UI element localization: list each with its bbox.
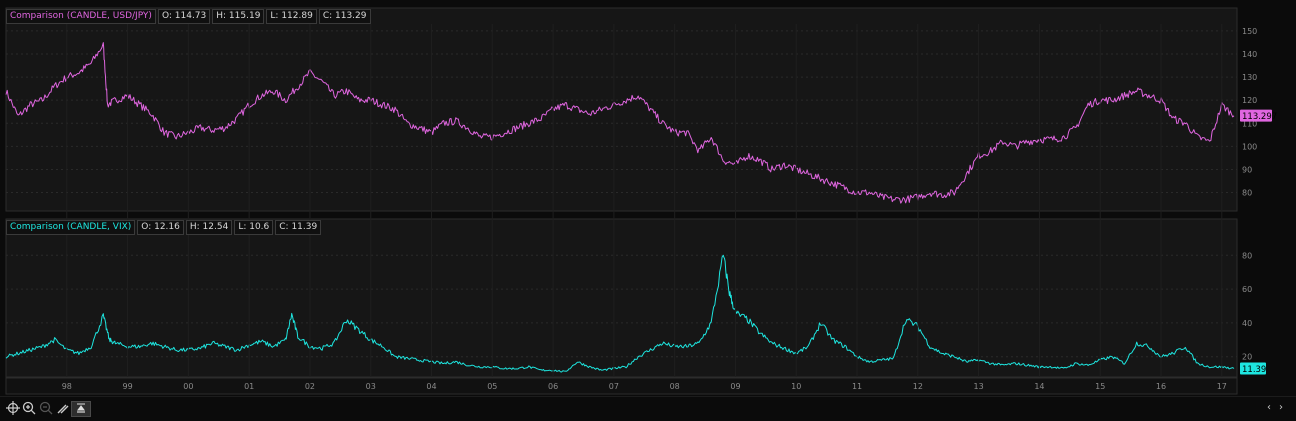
panel-1-background bbox=[5, 218, 1238, 378]
panel-1-y-tick-label: 40 bbox=[1242, 319, 1252, 328]
x-tick-label: 99 bbox=[122, 382, 132, 391]
panel-1-y-tick-label: 80 bbox=[1242, 251, 1252, 260]
x-tick-label: 98 bbox=[62, 382, 72, 391]
panel-0-y-tick-label: 150 bbox=[1242, 27, 1257, 36]
x-tick-label: 04 bbox=[426, 382, 436, 391]
vix-close: C: 11.39 bbox=[275, 219, 322, 235]
vix-low: L: 10.6 bbox=[234, 219, 274, 235]
x-tick-label: 07 bbox=[609, 382, 619, 391]
panel-0-y-tick-label: 110 bbox=[1242, 119, 1257, 128]
panel-1-y-tick-label: 60 bbox=[1242, 285, 1252, 294]
x-tick-label: 16 bbox=[1156, 382, 1166, 391]
x-tick-label: 09 bbox=[730, 382, 740, 391]
chart-canvas[interactable]: 1501401301201101009080113.2978060402011.… bbox=[0, 0, 1296, 396]
scroll-left-button[interactable]: ‹ bbox=[1267, 402, 1271, 413]
x-tick-label: 01 bbox=[244, 382, 254, 391]
panel-1-y-tick-label: 20 bbox=[1242, 353, 1252, 362]
panel-1-last-value-label: 11.39 bbox=[1242, 365, 1266, 375]
panel-0-y-tick-label: 130 bbox=[1242, 73, 1257, 82]
x-tick-label: 10 bbox=[791, 382, 801, 391]
usdjpy-close: C: 113.29 bbox=[318, 8, 371, 24]
panel-0-background bbox=[5, 7, 1238, 212]
drawing-pencil-icon[interactable] bbox=[56, 401, 70, 415]
panel-0-last-value-tag bbox=[1240, 109, 1272, 122]
panel-0-y-tick-label: 80 bbox=[1242, 189, 1252, 198]
vix-header: Comparison (CANDLE, VIX) O: 12.16 H: 12.… bbox=[6, 219, 323, 235]
usdjpy-header: Comparison (CANDLE, USD/JPY) O: 114.73 H… bbox=[6, 8, 373, 24]
x-tick-label: 02 bbox=[305, 382, 315, 391]
zoom-out-icon[interactable] bbox=[39, 401, 53, 415]
x-tick-label: 05 bbox=[487, 382, 497, 391]
vix-title: Comparison (CANDLE, VIX) bbox=[6, 219, 136, 235]
crosshair-move-icon[interactable] bbox=[6, 401, 22, 415]
vix-high: H: 12.54 bbox=[185, 219, 233, 235]
panel-0-y-tick-label: 120 bbox=[1242, 96, 1257, 105]
x-tick-label: 06 bbox=[548, 382, 558, 391]
x-tick-label: 15 bbox=[1095, 382, 1105, 391]
panel-0-y-tick-label: 140 bbox=[1242, 50, 1257, 59]
usdjpy-open: O: 114.73 bbox=[157, 8, 211, 24]
x-tick-label: 17 bbox=[1217, 382, 1227, 391]
panel-0-y-tick-label: 100 bbox=[1242, 142, 1257, 151]
usdjpy-low: L: 112.89 bbox=[266, 8, 317, 24]
usdjpy-title: Comparison (CANDLE, USD/JPY) bbox=[6, 8, 156, 24]
x-tick-label: 03 bbox=[366, 382, 376, 391]
x-tick-label: 08 bbox=[670, 382, 680, 391]
x-tick-label: 00 bbox=[183, 382, 193, 391]
panel-0-last-value-label: 113.297 bbox=[1242, 112, 1277, 122]
usdjpy-high: H: 115.19 bbox=[212, 8, 265, 24]
chart-toolbar: ‹ › bbox=[0, 396, 1296, 421]
x-tick-label: 13 bbox=[974, 382, 984, 391]
x-tick-label: 14 bbox=[1034, 382, 1044, 391]
collapse-panel-icon[interactable] bbox=[71, 401, 91, 417]
x-tick-label: 12 bbox=[913, 382, 923, 391]
scroll-right-button[interactable]: › bbox=[1279, 402, 1283, 413]
x-tick-label: 11 bbox=[852, 382, 862, 391]
vix-open: O: 12.16 bbox=[137, 219, 184, 235]
panel-1-last-value-tag bbox=[1240, 362, 1266, 375]
x-axis-band bbox=[5, 377, 1238, 395]
panel-0-y-tick-label: 90 bbox=[1242, 165, 1252, 174]
zoom-in-icon[interactable] bbox=[22, 401, 38, 415]
